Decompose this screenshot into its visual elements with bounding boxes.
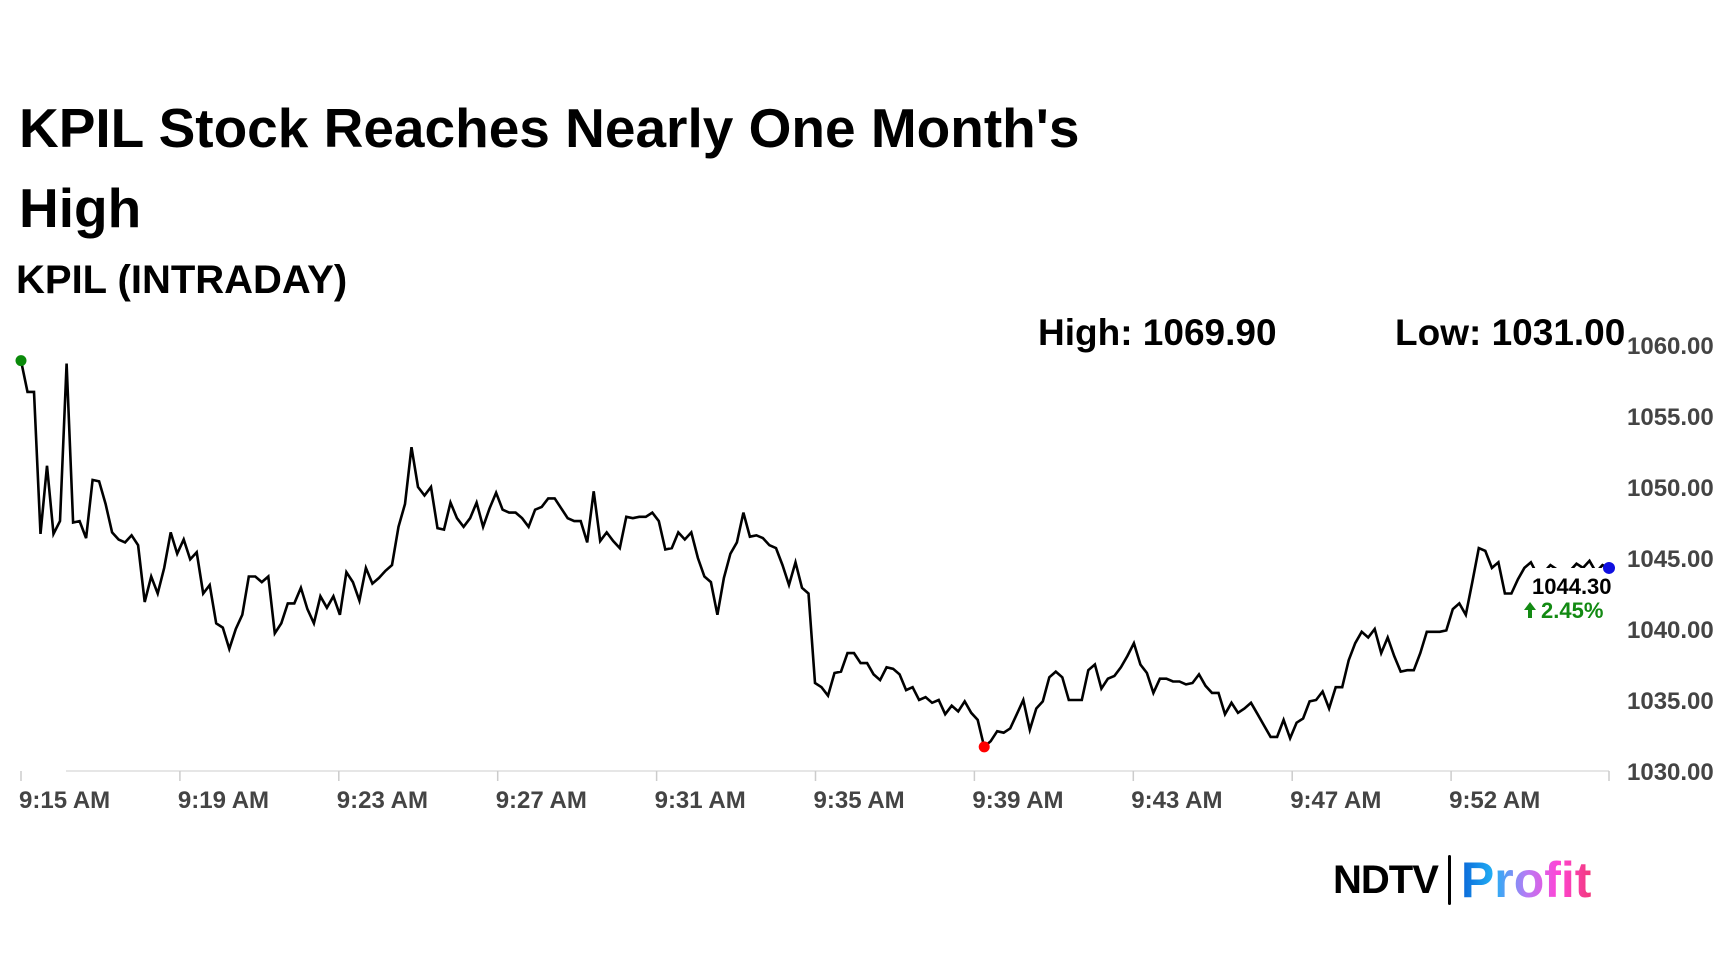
last-price-label: 1044.30 (1532, 574, 1612, 599)
price-line (19, 360, 1610, 750)
low-point-dot (978, 741, 990, 753)
chart-title: KPIL Stock Reaches Nearly One Month's Hi… (19, 97, 1080, 239)
x-tick-label: 9:47 AM (1290, 787, 1381, 814)
logo-ndtv: NDTV (1333, 857, 1439, 902)
arrow-up-icon (1524, 602, 1536, 618)
logo-profit: Profit (1460, 852, 1592, 908)
x-tick-label: 9:39 AM (972, 787, 1063, 814)
y-tick-label: 1030.00 (1627, 759, 1714, 786)
y-tick-label: 1045.00 (1627, 546, 1714, 573)
y-tick-label: 1040.00 (1627, 617, 1714, 644)
logo-divider (1447, 855, 1451, 905)
y-tick-label: 1035.00 (1627, 688, 1714, 715)
last-price-label-background (1526, 568, 1618, 626)
x-tick-label: 9:52 AM (1449, 787, 1540, 814)
x-tick-label: 9:23 AM (337, 787, 428, 814)
change-percent-label: 2.45% (1541, 598, 1603, 623)
x-tick-label: 9:35 AM (814, 787, 905, 814)
x-tick-label: 9:15 AM (19, 787, 110, 814)
low-label: Low: 1031.00 (1395, 312, 1626, 353)
ndtv-profit-logo: NDTV Profit (1333, 852, 1591, 908)
end-point-dot (1603, 561, 1615, 574)
chart-subtitle: KPIL (INTRADAY) (16, 258, 348, 302)
x-tick-label: 9:31 AM (655, 787, 746, 814)
x-tick-label: 9:43 AM (1131, 787, 1222, 814)
y-tick-label: 1050.00 (1627, 475, 1714, 502)
x-tick-label: 9:27 AM (496, 787, 587, 814)
y-tick-label: 1060.00 (1627, 333, 1714, 360)
high-label: High: 1069.90 (1038, 312, 1277, 353)
x-tick-label: 9:19 AM (178, 787, 269, 814)
y-tick-label: 1055.00 (1627, 404, 1714, 431)
start-point-dot (15, 355, 27, 367)
